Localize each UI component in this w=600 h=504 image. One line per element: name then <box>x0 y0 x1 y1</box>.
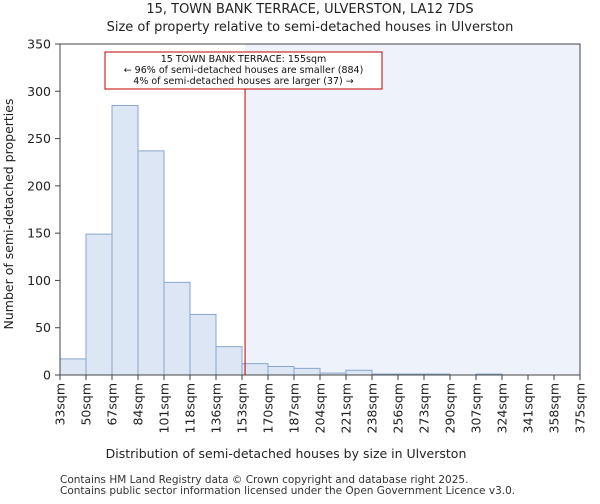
bar-170sqm <box>267 365 295 376</box>
y-tick-label: 0 <box>43 368 51 383</box>
annotation-frame <box>104 51 383 90</box>
footer-copyright: Contains HM Land Registry data © Crown c… <box>60 474 468 486</box>
larger-region-highlight <box>245 44 580 375</box>
y-tick-label: 150 <box>27 226 51 241</box>
x-tick-label: 324sqm <box>495 383 510 433</box>
x-tick-label: 375sqm <box>573 383 588 433</box>
bar-136sqm <box>215 346 243 376</box>
x-tick-label: 187sqm <box>287 383 302 433</box>
bar-84sqm <box>137 150 165 376</box>
bar-221sqm <box>345 369 373 376</box>
x-tick-label: 290sqm <box>443 383 458 433</box>
x-tick-label: 307sqm <box>469 383 484 433</box>
x-tick-label: 50sqm <box>79 383 94 426</box>
chart-subtitle: Size of property relative to semi-detach… <box>107 20 514 35</box>
x-tick-label: 84sqm <box>131 383 146 426</box>
y-tick-label: 350 <box>27 37 51 52</box>
y-axis-label: Number of semi-detached properties <box>1 99 16 330</box>
bar-187sqm <box>293 367 321 376</box>
bar-101sqm <box>163 281 191 376</box>
y-tick-label: 200 <box>27 178 51 193</box>
x-tick-label: 170sqm <box>261 383 276 433</box>
x-tick-label: 67sqm <box>105 383 120 426</box>
x-tick-label: 204sqm <box>313 383 328 433</box>
annotation-line-2: ← 96% of semi-detached houses are smalle… <box>124 65 364 76</box>
y-tick-label: 300 <box>27 84 51 99</box>
x-tick-label: 273sqm <box>417 383 432 433</box>
x-tick-label: 358sqm <box>547 383 562 433</box>
x-tick-label: 238sqm <box>365 383 380 433</box>
x-tick-label: 221sqm <box>339 383 354 433</box>
annotation-box: 15 TOWN BANK TERRACE: 155sqm ← 96% of se… <box>104 51 383 90</box>
annotation-line-3: 4% of semi-detached houses are larger (3… <box>133 76 353 87</box>
bars-group <box>59 104 503 376</box>
x-axis-label: Distribution of semi-detached houses by … <box>106 446 467 461</box>
y-tick-label: 250 <box>27 131 51 146</box>
y-tick-label: 100 <box>27 273 51 288</box>
x-tick-label: 256sqm <box>391 383 406 433</box>
y-tick-label: 50 <box>35 320 51 335</box>
bar-153sqm <box>241 363 269 376</box>
x-axis-ticks: 33sqm 50sqm 67sqm 84sqm 101sqm 118sqm 136sqm 15… <box>53 375 588 433</box>
y-axis-ticks: 0 50 100 150 200 250 300 350 <box>27 37 60 383</box>
x-tick-label: 153sqm <box>235 383 250 433</box>
annotation-line-1: 15 TOWN BANK TERRACE: 155sqm <box>161 54 326 65</box>
chart-title: 15, TOWN BANK TERRACE, ULVERSTON, LA12 7… <box>146 2 473 17</box>
x-tick-label: 136sqm <box>209 383 224 433</box>
bar-50sqm <box>85 233 113 376</box>
bar-67sqm <box>111 104 139 376</box>
x-tick-label: 118sqm <box>183 383 198 433</box>
x-tick-label: 101sqm <box>157 383 172 433</box>
bar-33sqm <box>59 358 87 376</box>
x-tick-label: 341sqm <box>521 383 536 433</box>
footer-licence: Contains public sector information licen… <box>60 485 515 497</box>
bar-118sqm <box>189 313 217 376</box>
x-tick-label: 33sqm <box>53 383 68 426</box>
